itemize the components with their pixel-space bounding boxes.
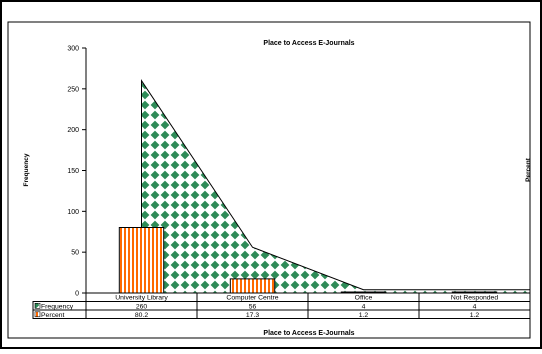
frequency-area — [141, 79, 531, 294]
legend-label-frequency: Frequency — [41, 303, 74, 310]
percent-bar — [229, 278, 276, 294]
table-row-percent — [32, 309, 531, 319]
table-row-frequency — [32, 301, 531, 311]
chart-title: Place to Access E-Journals — [263, 40, 354, 47]
data-label-frequency: 4 — [362, 303, 366, 310]
legend-key-frequency — [34, 302, 41, 309]
y-tick-label: 250 — [67, 86, 79, 93]
data-label-frequency: 260 — [136, 303, 148, 310]
data-label-percent: 1.2 — [470, 312, 480, 319]
category-label: Computer Centre — [226, 295, 278, 302]
legend-key-percent — [34, 311, 41, 318]
y-axis-label: Frequency — [23, 153, 30, 186]
y2-axis-label: Percent — [525, 157, 532, 182]
y-tick-label: 0 — [75, 291, 79, 298]
data-label-percent: 17.3 — [246, 312, 259, 319]
legend-label-percent: Percent — [41, 312, 65, 319]
y-tick-label: 100 — [67, 209, 79, 216]
frequency-area-layer — [141, 79, 531, 294]
data-table: University Library Computer Centre Office N… — [32, 292, 531, 319]
data-label-frequency: 4 — [473, 303, 477, 310]
percent-bar — [118, 227, 165, 294]
data-label-frequency: 56 — [249, 303, 257, 310]
category-label: University Library — [115, 295, 168, 302]
y-tick-label: 150 — [67, 168, 79, 175]
category-label: Office — [355, 295, 373, 302]
category-label: Not Responded — [451, 295, 498, 302]
x-axis-label: Place to Access E-Journals — [263, 330, 354, 337]
y-tick-label: 50 — [71, 250, 79, 257]
y-tick-label: 200 — [67, 127, 79, 134]
data-label-percent: 80.2 — [135, 312, 148, 319]
data-label-percent: 1.2 — [359, 312, 369, 319]
y-tick-label: 300 — [67, 46, 79, 53]
